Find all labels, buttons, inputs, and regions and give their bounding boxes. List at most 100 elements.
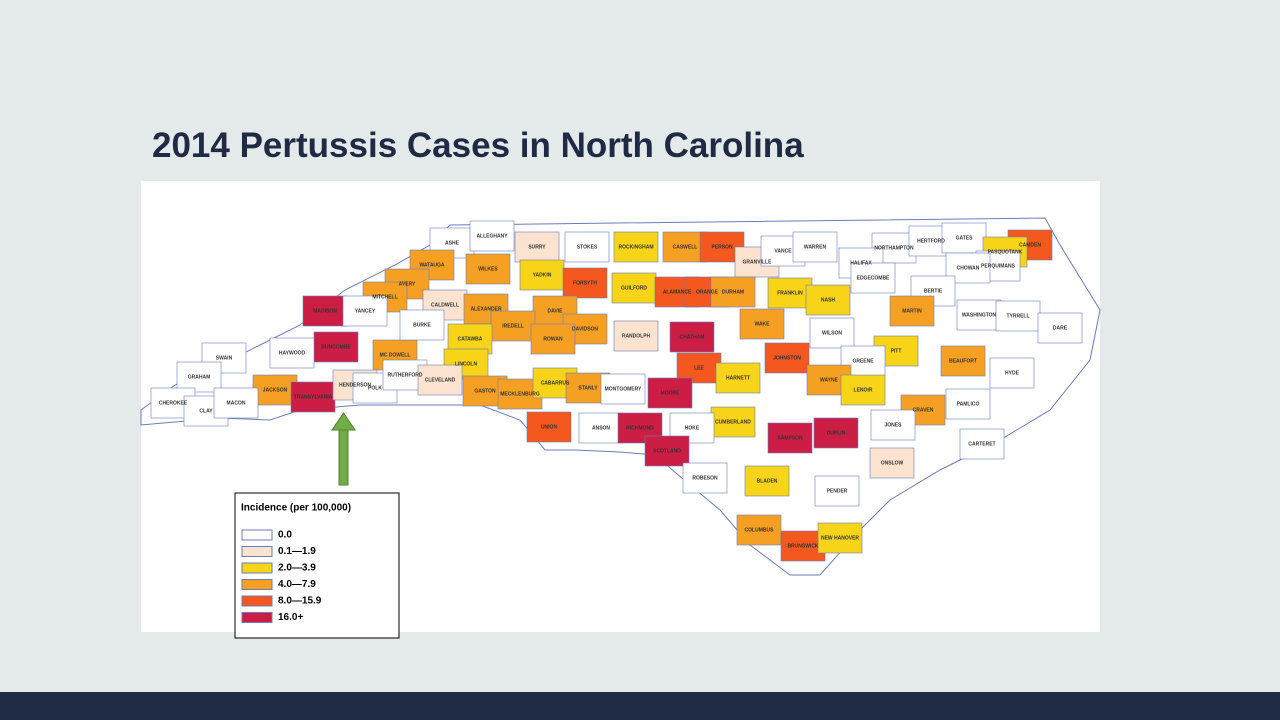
county-label: GATES [956,235,974,241]
county-label: HALIFAX [850,260,872,266]
county [805,284,851,316]
county [959,428,1005,460]
county-label: HAYWOOD [279,350,306,356]
county-label: CABARRUS [541,380,570,386]
county-label: ORANGE [696,289,719,295]
legend-swatch [241,562,273,574]
county-label: MC DOWELL [380,352,411,358]
county [564,231,610,263]
county [710,406,756,438]
county-label: WATAUGA [419,262,444,268]
county [940,345,986,377]
county [514,231,560,263]
arrow [331,412,356,486]
county-label: GASTON [474,388,496,394]
county-label: MOORE [661,390,681,396]
county [764,342,810,374]
county-label: RICHMOND [626,425,654,431]
county-label: PERSON [711,244,733,250]
county-label: DURHAM [722,289,744,295]
county-label: COLUMBUS [745,527,775,533]
county-label: ASHE [445,240,460,246]
county [870,409,916,441]
county-label: MECKLENBURG [500,391,540,397]
legend-label: 8.0—15.9 [278,596,322,607]
county-label: WARREN [804,244,827,250]
county-label: TRANSYLVANIA [294,394,333,400]
county [313,331,359,363]
county-label: SWAIN [216,355,233,361]
county-label: MONTGOMERY [605,386,642,392]
county-label: ONSLOW [881,460,904,466]
county-label: CASWELL [673,244,698,250]
county-label: JACKSON [263,387,288,393]
counties: ASHE ALLEGHANY SURRY STOKES ROCKINGHAM CASWEL… [150,220,1083,562]
county-label: SCOTLAND [653,448,681,454]
county-label: RUTHERFORD [388,372,423,378]
county [767,277,813,309]
county [780,530,826,562]
county [995,300,1041,332]
county-label: CUMBERLAND [715,419,751,425]
county-label: HENDERSON [339,382,371,388]
county-label: GRAHAM [188,374,211,380]
county-label: PASQUOTANK [988,249,1023,255]
county-label: DAVIE [548,308,564,314]
county-label: CALDWELL [431,302,459,308]
county-label: PENDER [827,488,848,494]
county-label: PAMLICO [957,401,980,407]
county [682,462,728,494]
county [469,220,515,252]
county-label: BRUNSWICK [787,543,818,549]
county [490,310,536,342]
county-label: YANCEY [355,308,376,314]
county-label: HERTFORD [917,238,945,244]
county [176,361,222,393]
slide-title: 2014 Pertussis Cases in North Carolina [152,126,804,165]
county [213,387,259,419]
legend-swatch [241,579,273,590]
county [813,417,859,449]
county [530,323,576,355]
county-label: MITCHELL [372,294,397,300]
county-label: GUILFORD [621,285,647,291]
county-label: NASH [821,297,836,303]
county [792,231,838,263]
county [739,308,785,340]
county-label: ROBESON [692,475,718,481]
county [644,435,690,467]
county-label: TYRRELL [1006,313,1029,319]
county-label: CHOWAN [957,265,980,271]
county-label: DARE [1053,325,1068,331]
county-label: ALLEGHANY [476,233,508,239]
county-label: BEAUFORT [949,358,977,364]
county [869,447,915,479]
county-label: ROCKINGHAM [619,244,654,250]
county-label: EDGECOMBE [857,275,890,281]
county-label: WAYNE [820,377,839,383]
county-label: POLK [368,385,382,391]
county-label: CLAY [199,408,213,414]
county [562,267,608,299]
county-label: MADISON [313,308,337,314]
county-label: ALAMANCE [663,289,692,295]
legend-label: 0.0 [278,530,292,541]
county-label: LINCOLN [455,361,478,367]
county [465,253,511,285]
county [647,377,693,409]
county-label: STOKES [577,244,598,250]
county-label: PITT [891,348,902,354]
county-label: CAMDEN [1019,242,1041,248]
county [814,475,860,507]
county [578,412,624,444]
legend-swatch [241,546,273,557]
county-label: DAVIDSON [572,326,598,332]
county-label: GRANVILLE [743,259,773,265]
county [399,309,445,341]
county-label: ROWAN [543,336,563,342]
county-label: BLADEN [757,478,778,484]
legend-label: 0.1—1.9 [278,546,316,557]
county [613,320,659,352]
county [269,337,315,369]
